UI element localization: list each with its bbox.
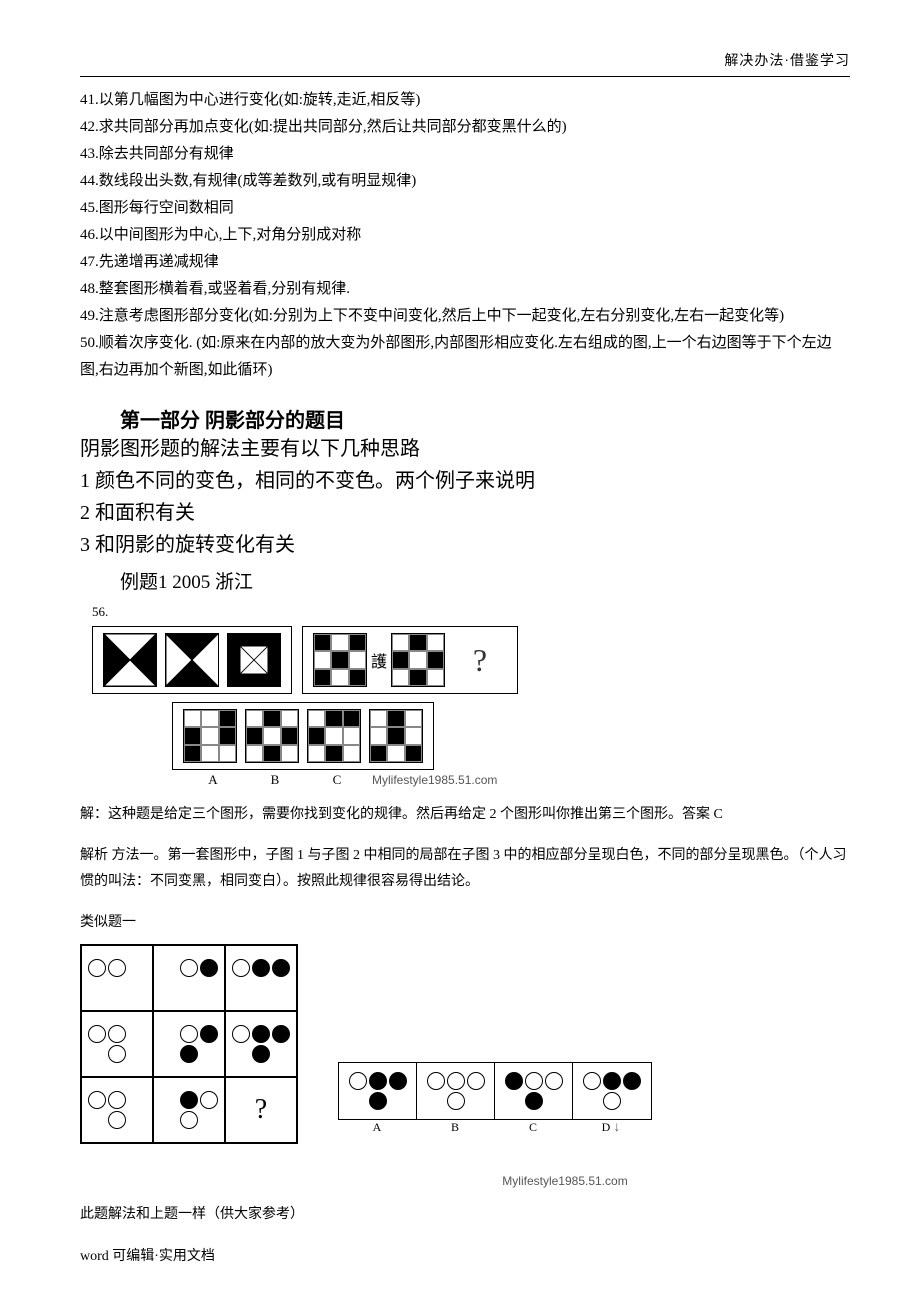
- ans2-label-a: A: [338, 1120, 416, 1136]
- q56-s1-1: [103, 633, 157, 687]
- arrow-down-icon: ↓: [613, 1120, 620, 1135]
- example1-explain-1: 解：这种题是给定三个图形，需要你找到变化的规律。然后再给定 2 个图形叫你推出第…: [80, 802, 850, 829]
- q56-set2: 護 ?: [302, 626, 518, 694]
- q56-answers: [172, 702, 434, 770]
- ans2-label-d: D ↓: [572, 1120, 650, 1136]
- circle-main-grid: ?: [80, 944, 298, 1144]
- rule-46: 46.以中间图形为中心,上下,对角分别成对称: [80, 222, 850, 249]
- footer: word 可编辑·实用文档: [80, 1245, 850, 1265]
- ans2-label-c: C: [494, 1120, 572, 1136]
- q56-qmark: ?: [453, 633, 507, 687]
- q56-s2-2: [391, 633, 445, 687]
- q56-s2-1: [313, 633, 367, 687]
- header-rule: [80, 76, 850, 77]
- section1-point3: 3 和阴影的旋转变化有关: [80, 529, 850, 561]
- rule-49: 49.注意考虑图形部分变化(如:分别为上下不变中间变化,然后上中下一起变化,左右…: [80, 303, 850, 330]
- rule-45: 45.图形每行空间数相同: [80, 195, 850, 222]
- rule-41: 41.以第几幅图为中心进行变化(如:旋转,走近,相反等): [80, 87, 850, 114]
- document-page: 解决办法·借鉴学习 41.以第几幅图为中心进行变化(如:旋转,走近,相反等) 4…: [0, 0, 920, 1305]
- rule-42: 42.求共同部分再加点变化(如:提出共同部分,然后让共同部分都变黑什么的): [80, 114, 850, 141]
- section1-title: 第一部分 阴影部分的题目: [120, 404, 850, 433]
- q56-label: 56.: [92, 604, 850, 620]
- example2-note: 此题解法和上题一样（供大家参考）: [80, 1202, 850, 1229]
- rule-50: 50.顺着次序变化. (如:原来在内部的放大变为外部图形,内部图形相应变化.左右…: [80, 330, 850, 384]
- example2-figure: ? A B C D ↓: [80, 944, 850, 1144]
- circle-answers: [338, 1062, 652, 1120]
- header-right: 解决办法·借鉴学习: [80, 50, 850, 76]
- ans-label-b: B: [244, 772, 306, 788]
- rule-43: 43.除去共同部分有规律: [80, 141, 850, 168]
- q56-set1: [92, 626, 292, 694]
- q56-ans-a: [183, 709, 237, 763]
- rule-44: 44.数线段出头数,有规律(成等差数列,或有明显规律): [80, 168, 850, 195]
- rules-list: 41.以第几幅图为中心进行变化(如:旋转,走近,相反等) 42.求共同部分再加点…: [80, 87, 850, 384]
- watermark-1: Mylifestyle1985.51.com: [372, 773, 497, 787]
- example1-explain-2: 解析 方法一。第一套图形中，子图 1 与子图 2 中相同的局部在子图 3 中的相…: [80, 843, 850, 896]
- rule-47: 47.先递增再递减规律: [80, 249, 850, 276]
- q56-s1-2: [165, 633, 219, 687]
- q56-ans-d: [369, 709, 423, 763]
- rule-48: 48.整套图形横着看,或竖着看,分别有规律.: [80, 276, 850, 303]
- section1-intro: 阴影图形题的解法主要有以下几种思路: [80, 433, 850, 465]
- watermark-2: Mylifestyle1985.51.com: [280, 1174, 850, 1188]
- example1-title: 例题1 2005 浙江: [120, 567, 850, 594]
- q56-s1-3: [227, 633, 281, 687]
- ans-label-c: C: [306, 772, 368, 788]
- ans-label-a: A: [182, 772, 244, 788]
- ans2-label-b: B: [416, 1120, 494, 1136]
- q56-ans-b: [245, 709, 299, 763]
- example1-figure: 56. 護 ?: [80, 604, 850, 788]
- q56-ans-c: [307, 709, 361, 763]
- example1-explain-3: 类似题一: [80, 910, 850, 937]
- section1-point1: 1 颜色不同的变色，相同的不变色。两个例子来说明: [80, 465, 850, 497]
- section1-point2: 2 和面积有关: [80, 497, 850, 529]
